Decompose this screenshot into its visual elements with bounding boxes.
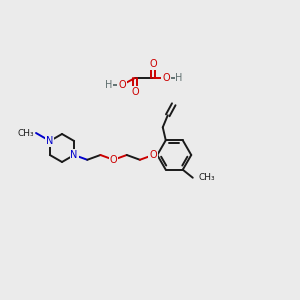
Text: H: H <box>105 80 113 90</box>
Text: O: O <box>131 87 139 97</box>
Text: O: O <box>162 73 170 83</box>
Text: CH₃: CH₃ <box>199 173 215 182</box>
Text: O: O <box>149 59 157 69</box>
Text: N: N <box>46 136 54 146</box>
Text: H: H <box>175 73 183 83</box>
Text: O: O <box>118 80 126 90</box>
Text: O: O <box>149 150 157 160</box>
Text: N: N <box>70 150 78 160</box>
Text: O: O <box>110 155 117 165</box>
Text: CH₃: CH₃ <box>17 128 34 137</box>
